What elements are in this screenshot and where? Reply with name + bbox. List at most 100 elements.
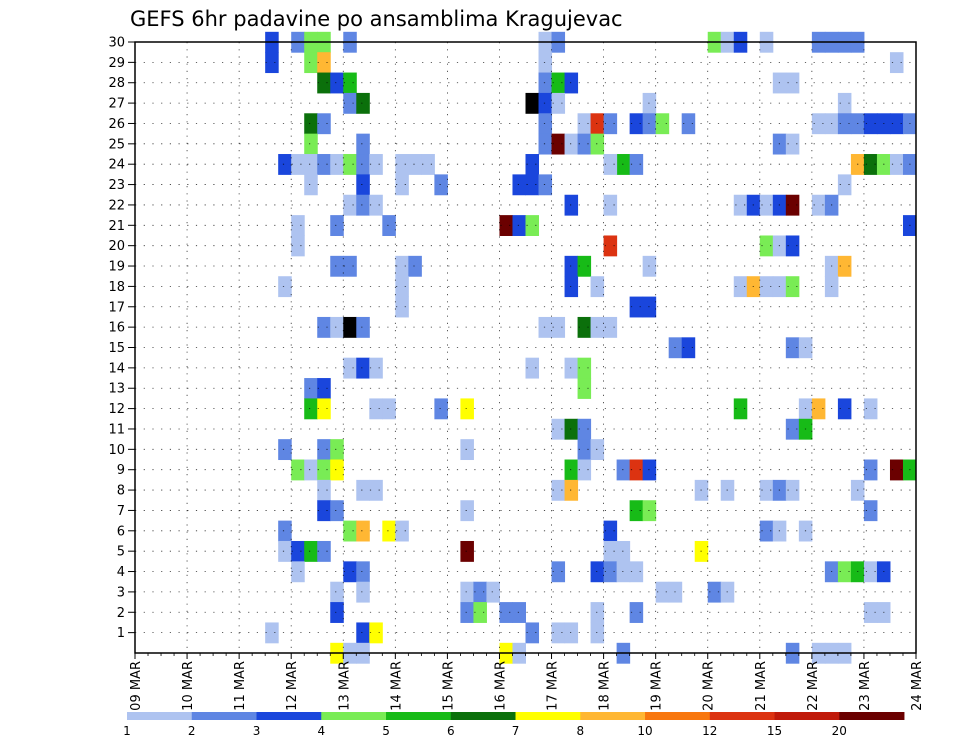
heatmap-cell [330, 255, 344, 277]
x-tick-label: 10 MAR [181, 661, 196, 711]
y-tick-label: 21 [108, 219, 125, 234]
heatmap-cell [863, 500, 878, 522]
heatmap-cell [330, 316, 344, 338]
heatmap-cell [408, 154, 422, 175]
heatmap-cell [291, 540, 305, 562]
heatmap-cell [590, 439, 605, 461]
heatmap-cell [577, 357, 592, 379]
heatmap-cell [317, 52, 331, 74]
heatmap-cell [590, 113, 605, 135]
heatmap-cell [343, 255, 357, 277]
heatmap-cell [330, 154, 344, 175]
heatmap-cell [577, 439, 592, 461]
heatmap-cell [291, 459, 305, 481]
heatmap-cell [551, 622, 566, 644]
y-tick-label: 18 [108, 280, 125, 295]
heatmap-cell [330, 215, 344, 236]
heatmap-cell [837, 398, 852, 420]
heatmap-cell [837, 174, 852, 196]
heatmap-cell [304, 154, 318, 175]
heatmap-cell [525, 215, 540, 236]
heatmap-cell [577, 316, 592, 338]
heatmap-cell [356, 581, 370, 603]
y-tick-label: 27 [108, 97, 125, 112]
legend-swatch [450, 712, 516, 720]
heatmap-cell [395, 154, 409, 175]
y-tick-label: 1 [117, 626, 125, 641]
heatmap-cell [785, 276, 800, 298]
heatmap-cell [343, 72, 357, 94]
y-tick-label: 12 [108, 402, 125, 417]
heatmap-cell [460, 500, 474, 522]
heatmap-cell [629, 500, 644, 522]
y-tick-label: 3 [117, 585, 125, 600]
heatmap-cell [291, 215, 305, 236]
heatmap-cell [525, 92, 540, 114]
heatmap-cell [343, 92, 357, 114]
heatmap-cell [278, 276, 292, 298]
heatmap-cell [382, 215, 396, 236]
heatmap-cell [330, 72, 344, 94]
heatmap-cell [837, 92, 852, 114]
heatmap-cell [590, 316, 605, 338]
heatmap-cell [564, 418, 579, 440]
x-tick-label: 19 MAR [650, 661, 665, 711]
heatmap-cell [564, 459, 579, 481]
heatmap-cell [356, 174, 370, 196]
heatmap-cell [551, 479, 566, 501]
chart-title: GEFS 6hr padavine po ansamblima Kragujev… [130, 7, 623, 31]
heatmap-cell [551, 92, 566, 114]
heatmap-cell [499, 215, 513, 236]
heatmap-cell [343, 154, 357, 175]
heatmap-cell [304, 113, 318, 135]
heatmap-cell [577, 378, 592, 399]
heatmap-cell [304, 540, 318, 562]
x-tick-label: 16 MAR [494, 661, 509, 711]
x-tick-label: 24 MAR [910, 661, 925, 711]
y-tick-label: 23 [108, 178, 125, 193]
y-tick-label: 13 [108, 382, 125, 397]
heatmap-cell [343, 561, 357, 583]
heatmap-cell [564, 479, 579, 501]
heatmap-cell [603, 113, 618, 135]
heatmap-cell [473, 602, 487, 623]
heatmap-cell [356, 154, 370, 175]
legend-label: 4 [317, 724, 325, 738]
heatmap-cell [330, 500, 344, 522]
legend-label: 7 [512, 724, 520, 738]
legend-label: 1 [123, 724, 131, 738]
legend-label: 3 [253, 724, 261, 738]
heatmap-cell [577, 133, 592, 155]
heatmap-cell [889, 52, 904, 74]
y-tick-label: 19 [108, 260, 125, 275]
y-tick-label: 14 [108, 361, 125, 376]
y-tick-label: 17 [108, 300, 125, 315]
heatmap-cell [460, 540, 474, 562]
heatmap-cell [863, 398, 878, 420]
heatmap-cell [330, 439, 344, 461]
heatmap-cell [538, 316, 553, 338]
heatmap-cell [863, 113, 878, 135]
heatmap-cell [811, 113, 826, 135]
heatmap-cell [317, 540, 331, 562]
heatmap-cell [785, 337, 800, 359]
heatmap-cell [538, 52, 553, 74]
heatmap-cell [356, 92, 370, 114]
heatmap-cell [551, 316, 566, 338]
heatmap-cell [265, 622, 279, 644]
heatmap-cell [343, 194, 357, 216]
heatmap-cell [811, 398, 826, 420]
heatmap-cell [317, 378, 331, 399]
heatmap-cell [512, 215, 526, 236]
heatmap-cell [512, 174, 526, 196]
legend-swatch [645, 712, 711, 720]
heatmap-cell [590, 276, 605, 298]
heatmap-cell [356, 357, 370, 379]
heatmap-cell [304, 459, 318, 481]
heatmap-cell [304, 174, 318, 196]
heatmap-cell [395, 276, 409, 298]
heatmap-cell [564, 72, 579, 94]
heatmap-cell [577, 255, 592, 277]
heatmap-cell [395, 520, 409, 542]
